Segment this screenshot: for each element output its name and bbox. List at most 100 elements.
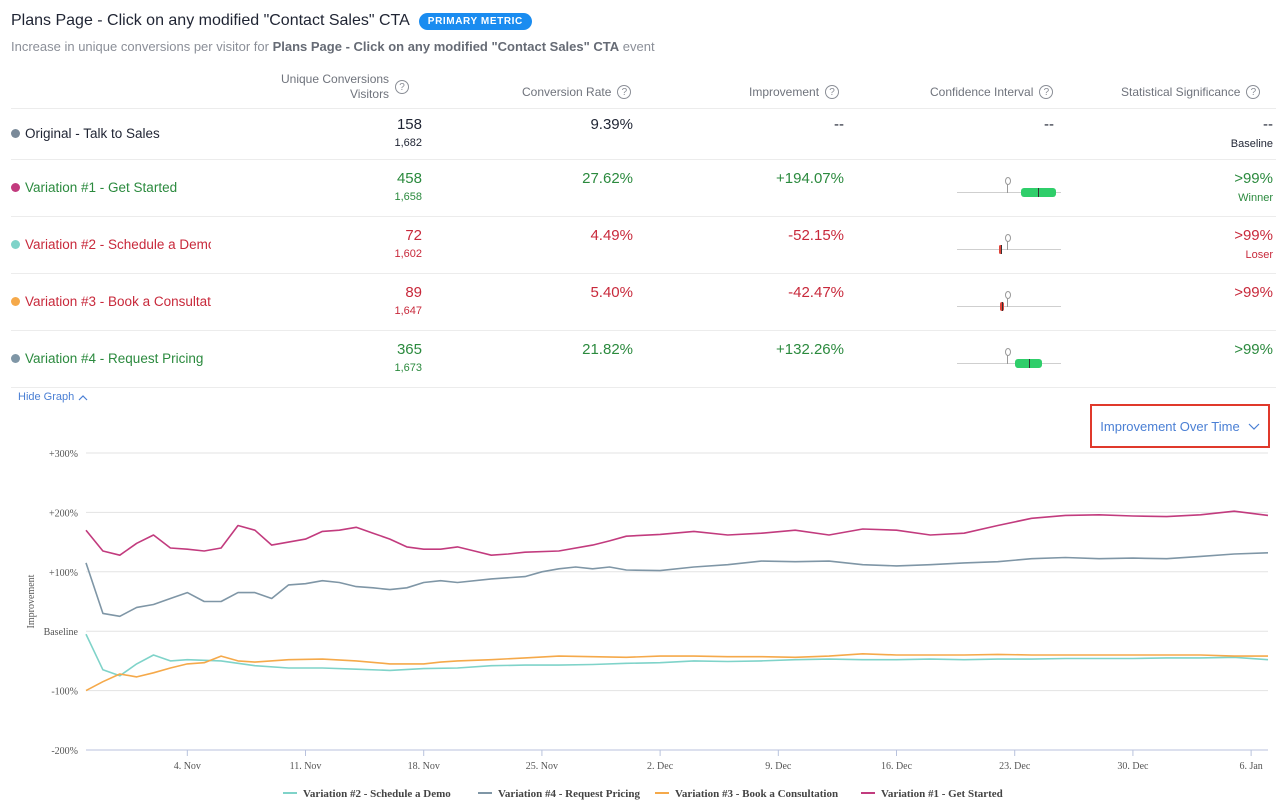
hide-graph-label: Hide Graph [18, 391, 75, 403]
table-row[interactable]: Variation #1 - Get Started 458 1,658 27.… [11, 160, 1276, 217]
results-table: Unique Conversions Visitors ? Conversion… [11, 70, 1276, 388]
ci-estimate-marker [1000, 245, 1002, 254]
metric-subtitle: Increase in unique conversions per visit… [11, 39, 1288, 54]
confidence-interval-graphic [957, 233, 1061, 255]
x-tick-label: 6. Jan [1239, 761, 1262, 772]
x-tick-label: 30. Dec [1117, 761, 1149, 772]
visitors-value: 1,682 [394, 137, 422, 149]
improvement-value: -- [834, 116, 844, 133]
ci-baseline-marker [1007, 184, 1008, 193]
table-row[interactable]: Variation #2 - Schedule a Demo 72 1,602 … [11, 217, 1276, 274]
variation-label: Variation #2 - Schedule a Demo [25, 237, 211, 252]
col-conversions-visitors: Unique Conversions Visitors ? [281, 72, 410, 102]
y-axis-label: Improvement [26, 574, 37, 628]
x-tick-label: 4. Nov [174, 761, 201, 772]
variation-label: Variation #3 - Book a Consultation [25, 294, 211, 309]
legend-item[interactable]: Variation #4 - Request Pricing [478, 788, 640, 800]
col-improvement: Improvement ? [749, 85, 840, 99]
conversion-rate-value: 5.40% [590, 284, 633, 301]
primary-metric-badge: PRIMARY METRIC [418, 12, 532, 30]
col-visitors: Visitors [349, 87, 390, 101]
confidence-interval-graphic [957, 176, 1061, 198]
variation-label: Variation #4 - Request Pricing [25, 351, 204, 366]
visitors-value: 1,658 [394, 191, 422, 203]
significance-value: >99% [1234, 227, 1273, 244]
col-confidence-interval: Confidence Interval ? [930, 85, 1054, 99]
graph-type-dropdown[interactable]: Improvement Over Time [1090, 404, 1270, 448]
variation-name[interactable]: Variation #1 - Get Started [11, 180, 211, 195]
col-statistical-significance: Statistical Significance ? [1121, 85, 1261, 99]
ci-baseline-marker [1007, 241, 1008, 250]
variation-dot-icon [11, 129, 20, 138]
variation-name[interactable]: Variation #4 - Request Pricing [11, 351, 211, 366]
variation-name[interactable]: Variation #3 - Book a Consultation [11, 294, 211, 309]
ci-baseline-marker [1007, 298, 1008, 307]
conversions-value: 458 [396, 170, 422, 187]
table-row[interactable]: Original - Talk to Sales 158 1,682 9.39%… [11, 109, 1276, 160]
x-tick-label: 2. Dec [647, 761, 674, 772]
ci-estimate-marker [1028, 359, 1030, 368]
hide-graph-toggle[interactable]: Hide Graph [18, 391, 88, 403]
variation-name[interactable]: Original - Talk to Sales [11, 126, 211, 141]
help-icon[interactable]: ? [617, 85, 632, 99]
confidence-interval-graphic [957, 347, 1061, 369]
improvement-value: -52.15% [788, 227, 844, 244]
improvement-chart: +300% +200% +100% Baseline -100% -200% 4. Nov 1… [26, 449, 1269, 800]
variation-name[interactable]: Variation #2 - Schedule a Demo [11, 237, 211, 252]
col-improvement-label: Improvement [749, 85, 820, 99]
conversions-value: 72 [405, 227, 422, 244]
conversions-value: 365 [396, 341, 422, 358]
x-tick-label: 11. Nov [290, 761, 322, 772]
variation-label: Variation #1 - Get Started [25, 180, 178, 195]
table-row[interactable]: Variation #3 - Book a Consultation 89 1,… [11, 274, 1276, 331]
series-line [85, 510, 1269, 556]
legend-label: Variation #4 - Request Pricing [498, 788, 640, 800]
visitors-value: 1,602 [394, 248, 422, 260]
legend-item[interactable]: Variation #3 - Book a Consultation [655, 788, 838, 800]
series-line [85, 552, 1269, 618]
ci-range-bar [998, 245, 1003, 254]
conversion-rate-value: 27.62% [582, 170, 633, 187]
ci-estimate-marker [1001, 302, 1003, 311]
variation-dot-icon [11, 240, 20, 249]
help-icon[interactable]: ? [825, 85, 840, 99]
x-tick-label: 9. Dec [765, 761, 792, 772]
table-header: Unique Conversions Visitors ? Conversion… [11, 70, 1276, 109]
help-icon[interactable]: ? [1246, 85, 1261, 99]
graph-type-value: Improvement Over Time [1100, 418, 1240, 434]
x-tick-label: 16. Dec [881, 761, 913, 772]
improvement-value: -42.47% [788, 284, 844, 301]
col-statistical-significance-label: Statistical Significance [1121, 85, 1241, 99]
significance-value: >99% [1234, 170, 1273, 187]
help-icon[interactable]: ? [395, 80, 410, 94]
help-icon[interactable]: ? [1039, 85, 1054, 99]
legend-item[interactable]: Variation #2 - Schedule a Demo [283, 788, 451, 800]
ci-baseline-pin-icon [1005, 177, 1011, 185]
legend-label: Variation #2 - Schedule a Demo [303, 788, 451, 800]
visitors-value: 1,647 [394, 305, 422, 317]
y-tick-label: Baseline [44, 627, 79, 638]
col-conversion-rate: Conversion Rate ? [522, 85, 632, 99]
table-body: Original - Talk to Sales 158 1,682 9.39%… [11, 109, 1276, 388]
ci-estimate-marker [1038, 188, 1040, 197]
subtitle-event: Plans Page - Click on any modified "Cont… [272, 39, 620, 54]
col-unique-conversions: Unique Conversions [281, 72, 390, 86]
ci-axis [957, 249, 1061, 250]
ci-axis [957, 192, 1061, 193]
variation-label: Original - Talk to Sales [25, 126, 160, 141]
ci-axis [957, 363, 1061, 364]
y-tick-label: +300% [49, 449, 78, 460]
subtitle-prefix: Increase in unique conversions per visit… [11, 39, 269, 54]
significance-label: Baseline [1230, 138, 1273, 150]
y-tick-label: -200% [51, 746, 78, 757]
series-line [85, 653, 1268, 692]
legend-item[interactable]: Variation #1 - Get Started [861, 788, 1003, 800]
table-row[interactable]: Variation #4 - Request Pricing 365 1,673… [11, 331, 1276, 388]
significance-value: >99% [1234, 341, 1273, 358]
x-tick-label: 18. Nov [408, 761, 440, 772]
x-tick-label: 25. Nov [526, 761, 558, 772]
significance-value: >99% [1234, 284, 1273, 301]
conversion-rate-value: 9.39% [590, 116, 633, 133]
variation-dot-icon [11, 354, 20, 363]
improvement-value: +194.07% [776, 170, 844, 187]
